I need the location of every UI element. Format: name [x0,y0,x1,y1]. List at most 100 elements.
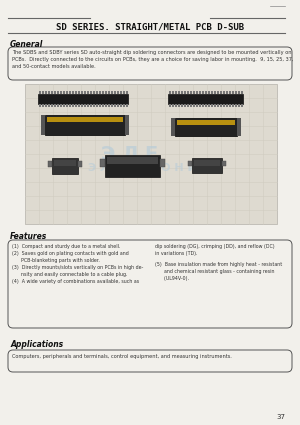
Bar [178,91,179,94]
Bar [208,91,209,94]
Bar [194,160,220,166]
Bar [105,91,106,94]
Bar [25,84,277,224]
Text: 37: 37 [276,414,285,420]
Bar [66,91,68,94]
Bar [123,91,124,94]
Bar [66,104,68,107]
Bar [171,118,175,136]
Bar [226,104,227,107]
Bar [208,104,209,107]
Bar [214,104,215,107]
Bar [223,91,224,94]
Bar [238,91,239,94]
Bar [235,91,236,94]
FancyBboxPatch shape [8,47,292,80]
Bar [235,104,236,107]
Bar [108,104,110,107]
Bar [205,91,206,94]
Bar [51,104,52,107]
Bar [126,104,128,107]
Bar [187,91,188,94]
Bar [60,104,61,107]
Text: (1)  Compact and sturdy due to a metal shell.
(2)  Saves gold on plating contact: (1) Compact and sturdy due to a metal sh… [12,244,143,284]
Bar [169,91,170,94]
Bar [45,104,46,107]
Bar [41,115,45,135]
Text: Э Л Е К Т Р О Н И К А: Э Л Е К Т Р О Н И К А [88,163,222,173]
Bar [107,157,158,164]
Bar [196,91,197,94]
Bar [54,91,56,94]
Bar [214,91,215,94]
Bar [202,91,203,94]
Bar [38,94,128,104]
Bar [93,104,94,107]
Bar [190,104,191,107]
Bar [69,104,70,107]
Bar [211,91,212,94]
Bar [42,91,44,94]
Bar [172,104,173,107]
Bar [177,120,235,125]
Bar [217,104,218,107]
Bar [60,91,61,94]
Text: General: General [10,40,43,49]
Bar [184,91,185,94]
Bar [69,91,70,94]
Text: Features: Features [10,232,47,241]
Text: The SDBS and SDBY series SD auto-straight dip soldering connectors are designed : The SDBS and SDBY series SD auto-straigh… [12,50,293,69]
Bar [184,104,185,107]
Bar [72,91,74,94]
Bar [199,91,200,94]
Bar [178,104,179,107]
Bar [75,104,76,107]
Bar [196,104,197,107]
Bar [75,91,76,94]
Bar [90,104,92,107]
Bar [63,104,64,107]
Bar [172,91,173,94]
Bar [45,91,46,94]
FancyBboxPatch shape [8,350,292,372]
Bar [78,161,82,167]
Text: dip soldering (DG), crimping (DD), and reflow (DC)
in variations (TD).: dip soldering (DG), crimping (DD), and r… [155,244,274,256]
Bar [241,104,242,107]
Bar [181,91,182,94]
Bar [205,104,206,107]
Bar [117,91,118,94]
Bar [192,158,222,173]
Bar [45,115,125,135]
Bar [114,91,116,94]
Bar [175,104,176,107]
FancyBboxPatch shape [8,240,292,328]
Bar [211,104,212,107]
Bar [120,91,122,94]
Bar [241,91,242,94]
Bar [105,155,160,177]
Bar [181,104,182,107]
Bar [42,104,44,107]
Bar [232,91,233,94]
Text: (5)  Base insulation made from highly heat - resistant
      and chemical resist: (5) Base insulation made from highly hea… [155,262,282,281]
Bar [57,104,58,107]
Bar [114,104,116,107]
Bar [63,91,64,94]
Bar [81,104,82,107]
Bar [220,91,221,94]
Bar [39,91,40,94]
Bar [187,104,188,107]
Bar [237,118,241,136]
Bar [123,104,124,107]
Bar [190,91,191,94]
Bar [72,104,74,107]
Bar [48,161,52,167]
Bar [168,94,243,104]
Bar [188,161,192,166]
Bar [120,104,122,107]
Bar [96,91,98,94]
Text: Э Л Е: Э Л Е [101,145,159,164]
Text: Applications: Applications [10,340,63,349]
Bar [96,104,98,107]
Bar [222,161,226,166]
